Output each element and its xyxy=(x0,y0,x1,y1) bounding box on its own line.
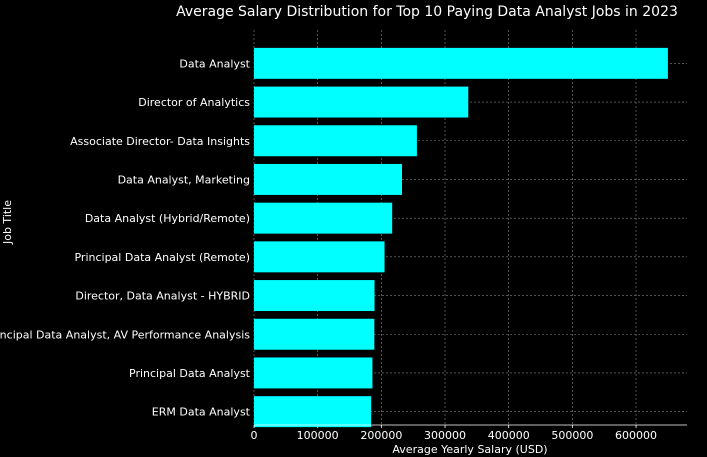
y-tick-label: Associate Director- Data Insights xyxy=(70,135,250,148)
bar xyxy=(254,202,393,234)
x-tick-label: 600000 xyxy=(615,429,657,442)
x-tick-label: 300000 xyxy=(424,429,466,442)
y-tick-label: Data Analyst, Marketing xyxy=(118,173,250,186)
y-tick-label: ERM Data Analyst xyxy=(152,406,251,419)
x-axis-title: Average Yearly Salary (USD) xyxy=(392,443,547,456)
bar xyxy=(254,47,668,79)
y-tick-label: Data Analyst xyxy=(179,57,250,70)
x-tick-label: 200000 xyxy=(360,429,402,442)
bar xyxy=(254,163,402,195)
bar xyxy=(254,125,417,157)
bar xyxy=(254,241,385,273)
bars xyxy=(254,47,668,428)
x-tick-label: 500000 xyxy=(551,429,593,442)
x-tick-label: 400000 xyxy=(488,429,530,442)
x-tick-label: 0 xyxy=(251,429,258,442)
y-tick-labels: Data Analyst Director of Analytics Associa… xyxy=(0,57,251,418)
bar xyxy=(254,280,375,312)
y-tick-label: Data Analyst (Hybrid/Remote) xyxy=(85,212,250,225)
bar xyxy=(254,318,375,350)
y-tick-label: Principal Data Analyst (Remote) xyxy=(74,251,250,264)
bar xyxy=(254,396,372,428)
bar xyxy=(254,357,373,389)
y-tick-label: Principal Data Analyst, AV Performance A… xyxy=(0,328,250,341)
y-tick-label: Director, Data Analyst - HYBRID xyxy=(75,290,250,303)
chart-title: Average Salary Distribution for Top 10 P… xyxy=(176,4,678,20)
x-tick-labels: 0 100000 200000 300000 400000 500000 600000 xyxy=(251,425,657,442)
bar xyxy=(254,86,469,118)
y-axis-title: Job Title xyxy=(1,200,14,245)
y-tick-label: Principal Data Analyst xyxy=(129,367,251,380)
x-tick-label: 100000 xyxy=(297,429,339,442)
y-tick-label: Director of Analytics xyxy=(138,96,250,109)
